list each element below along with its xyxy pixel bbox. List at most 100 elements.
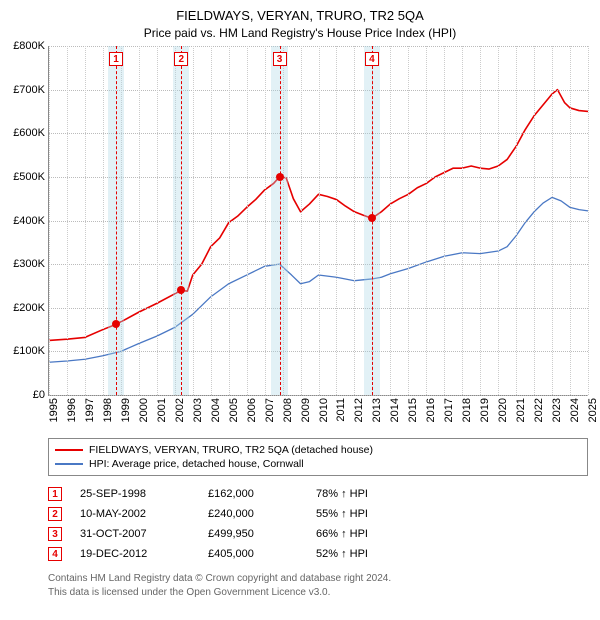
x-axis-label: 2001 — [156, 398, 168, 422]
x-axis-label: 2004 — [210, 398, 222, 422]
gridline-vertical — [157, 46, 158, 395]
gridline-vertical — [462, 46, 463, 395]
gridline-vertical — [552, 46, 553, 395]
gridline-vertical — [426, 46, 427, 395]
transaction-row: 210-MAY-2002£240,00055% ↑ HPI — [48, 504, 588, 524]
transaction-price: £499,950 — [208, 528, 298, 540]
gridline-vertical — [516, 46, 517, 395]
gridline-vertical — [534, 46, 535, 395]
gridline-vertical — [498, 46, 499, 395]
x-axis-label: 2019 — [479, 398, 491, 422]
footer-line2: This data is licensed under the Open Gov… — [48, 586, 588, 600]
chart-container: FIELDWAYS, VERYAN, TRURO, TR2 5QA Price … — [0, 0, 600, 620]
legend-swatch-series2 — [55, 463, 83, 465]
gridline-vertical — [139, 46, 140, 395]
gridline-vertical — [49, 46, 50, 395]
y-axis-label: £300K — [13, 258, 45, 270]
x-axis-label: 2016 — [425, 398, 437, 422]
chart-title: FIELDWAYS, VERYAN, TRURO, TR2 5QA — [0, 0, 600, 23]
gridline-vertical — [67, 46, 68, 395]
gridline-vertical — [319, 46, 320, 395]
x-axis-label: 2012 — [353, 398, 365, 422]
x-axis-label: 2021 — [515, 398, 527, 422]
sale-marker-line — [280, 46, 281, 395]
x-axis-label: 2022 — [533, 398, 545, 422]
transaction-date: 19-DEC-2012 — [80, 548, 190, 560]
transaction-pct-vs-hpi: 78% ↑ HPI — [316, 488, 416, 500]
sale-marker-line — [181, 46, 182, 395]
gridline-vertical — [229, 46, 230, 395]
x-axis-label: 2011 — [335, 398, 347, 422]
x-axis-label: 1996 — [66, 398, 78, 422]
x-axis-label: 2014 — [389, 398, 401, 422]
x-axis-label: 2006 — [246, 398, 258, 422]
sale-marker-box: 1 — [109, 52, 123, 66]
transaction-pct-vs-hpi: 55% ↑ HPI — [316, 508, 416, 520]
gridline-vertical — [336, 46, 337, 395]
gridline-vertical — [211, 46, 212, 395]
y-axis-label: £100K — [13, 345, 45, 357]
x-axis-label: 2023 — [551, 398, 563, 422]
transaction-date: 25-SEP-1998 — [80, 488, 190, 500]
x-axis-label: 2024 — [569, 398, 581, 422]
x-axis-label: 2009 — [300, 398, 312, 422]
x-axis-label: 2000 — [138, 398, 150, 422]
gridline-vertical — [444, 46, 445, 395]
y-axis-label: £500K — [13, 171, 45, 183]
sale-marker-dot — [177, 286, 185, 294]
transaction-marker: 2 — [48, 507, 62, 521]
sale-marker-box: 3 — [273, 52, 287, 66]
gridline-vertical — [103, 46, 104, 395]
x-axis-label: 1995 — [48, 398, 60, 422]
gridline-vertical — [193, 46, 194, 395]
gridline-vertical — [480, 46, 481, 395]
x-axis-label: 2007 — [264, 398, 276, 422]
transaction-marker: 4 — [48, 547, 62, 561]
x-axis-labels: 1995 1996 1997 1998 1999 2000 2001 2002 2003 2004… — [48, 396, 588, 432]
transaction-price: £405,000 — [208, 548, 298, 560]
x-axis-label: 1997 — [84, 398, 96, 422]
sale-marker-dot — [276, 173, 284, 181]
gridline-vertical — [85, 46, 86, 395]
x-axis-label: 2020 — [497, 398, 509, 422]
sale-marker-dot — [112, 320, 120, 328]
transaction-marker: 1 — [48, 487, 62, 501]
transaction-pct-vs-hpi: 52% ↑ HPI — [316, 548, 416, 560]
legend-label-series1: FIELDWAYS, VERYAN, TRURO, TR2 5QA (detac… — [89, 444, 373, 456]
y-axis-label: £200K — [13, 302, 45, 314]
sale-marker-box: 4 — [365, 52, 379, 66]
y-axis-label: £600K — [13, 127, 45, 139]
transaction-row: 4 19-DEC-2012 £405,000 52% ↑ HPI — [48, 544, 588, 564]
transaction-price: £162,000 — [208, 488, 298, 500]
transaction-date: 10-MAY-2002 — [80, 508, 190, 520]
sale-marker-dot — [368, 214, 376, 222]
transactions-table: 1 25-SEP-1998 £162,000 78% ↑ HPI 2 10-MAY-200… — [48, 484, 588, 564]
y-axis-label: £700K — [13, 84, 45, 96]
transaction-marker: 3 — [48, 527, 62, 541]
x-axis-label: 2010 — [318, 398, 330, 422]
legend: FIELDWAYS, VERYAN, TRURO, TR2 5QA (detac… — [48, 438, 588, 476]
y-axis-label: £800K — [13, 40, 45, 52]
x-axis-label: 2002 — [174, 398, 186, 422]
footer-line1: Contains HM Land Registry data © Crown c… — [48, 572, 588, 586]
gridline-vertical — [570, 46, 571, 395]
transaction-row: 1 25-SEP-1998 £162,000 78% ↑ HPI — [48, 484, 588, 504]
gridline-vertical — [265, 46, 266, 395]
legend-row: HPI: Average price, detached house, Corn… — [55, 457, 581, 471]
footer-attribution: Contains HM Land Registry data © Crown c… — [48, 572, 588, 599]
x-axis-label: 2005 — [228, 398, 240, 422]
transaction-row: 331-OCT-2007£499,95066% ↑ HPI — [48, 524, 588, 544]
x-axis-label: 2017 — [443, 398, 455, 422]
gridline-vertical — [354, 46, 355, 395]
x-axis-label: 1999 — [120, 398, 132, 422]
x-axis-label: 2003 — [192, 398, 204, 422]
gridline-vertical — [390, 46, 391, 395]
gridline-vertical — [588, 46, 589, 395]
x-axis-label: 2013 — [371, 398, 383, 422]
x-axis-label: 1998 — [102, 398, 114, 422]
gridline-vertical — [247, 46, 248, 395]
y-axis-label: £400K — [13, 215, 45, 227]
x-axis-label: 2025 — [587, 398, 599, 422]
gridline-vertical — [301, 46, 302, 395]
sale-marker-line — [116, 46, 117, 395]
